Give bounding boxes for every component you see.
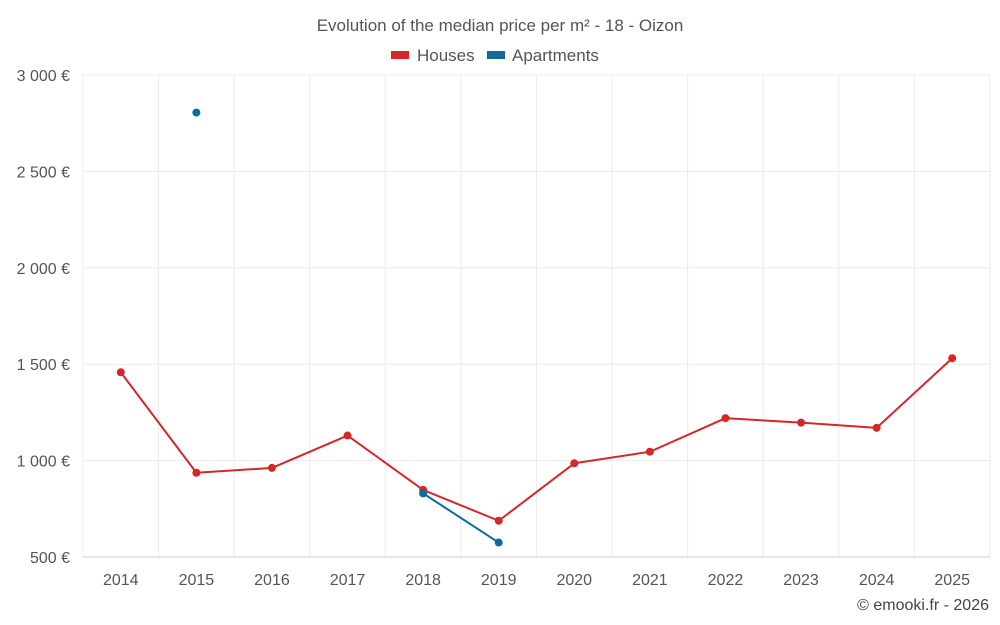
data-point-houses-2016 bbox=[267, 463, 276, 472]
data-point-houses-2022 bbox=[721, 414, 730, 423]
series-points bbox=[116, 108, 957, 547]
data-point-houses-2020 bbox=[570, 459, 579, 468]
grid bbox=[82, 74, 991, 558]
x-tick-label: 2018 bbox=[405, 572, 441, 589]
y-tick-label: 500 € bbox=[30, 550, 70, 567]
x-tick-label: 2023 bbox=[783, 572, 819, 589]
data-point-houses-2023 bbox=[797, 418, 806, 427]
credit-text: © emooki.fr - 2026 bbox=[857, 597, 989, 614]
data-point-houses-2014 bbox=[116, 368, 125, 377]
x-tick-label: 2020 bbox=[556, 572, 592, 589]
x-tick-label: 2015 bbox=[179, 572, 215, 589]
data-point-apartments-2015 bbox=[192, 108, 201, 117]
axes: 500 € 1 000 € 1 500 € 2 000 € 2 500 € 3 000 €… bbox=[17, 68, 990, 589]
data-point-houses-2017 bbox=[343, 431, 352, 440]
legend: Houses Apartments bbox=[391, 46, 599, 65]
series-lines bbox=[119, 357, 953, 544]
data-point-apartments-2019 bbox=[494, 538, 503, 547]
y-tick-label: 1 500 € bbox=[17, 357, 70, 374]
data-point-apartments-2018 bbox=[419, 489, 428, 498]
data-point-houses-2015 bbox=[192, 468, 201, 477]
y-tick-label: 2 500 € bbox=[17, 164, 70, 181]
y-tick-label: 2 000 € bbox=[17, 261, 70, 278]
data-point-houses-2019 bbox=[494, 516, 503, 525]
series-line-houses bbox=[119, 357, 953, 522]
x-tick-label: 2022 bbox=[708, 572, 744, 589]
x-tick-label: 2014 bbox=[103, 572, 139, 589]
x-tick-label: 2017 bbox=[330, 572, 366, 589]
chart-title: Evolution of the median price per m² - 1… bbox=[317, 16, 684, 35]
x-tick-label: 2019 bbox=[481, 572, 517, 589]
legend-label-apartments: Apartments bbox=[512, 46, 599, 65]
legend-swatch-apartments bbox=[487, 51, 505, 59]
y-tick-label: 1 000 € bbox=[17, 454, 70, 471]
series-line-apartments bbox=[422, 492, 500, 544]
legend-label-houses: Houses bbox=[417, 46, 475, 65]
y-tick-label: 3 000 € bbox=[17, 68, 70, 85]
x-tick-label: 2025 bbox=[934, 572, 970, 589]
data-point-houses-2025 bbox=[948, 354, 957, 363]
data-point-houses-2021 bbox=[645, 447, 654, 456]
data-point-houses-2024 bbox=[872, 423, 881, 432]
x-tick-label: 2024 bbox=[859, 572, 895, 589]
x-tick-label: 2021 bbox=[632, 572, 668, 589]
x-tick-label: 2016 bbox=[254, 572, 290, 589]
legend-swatch-houses bbox=[391, 51, 409, 59]
